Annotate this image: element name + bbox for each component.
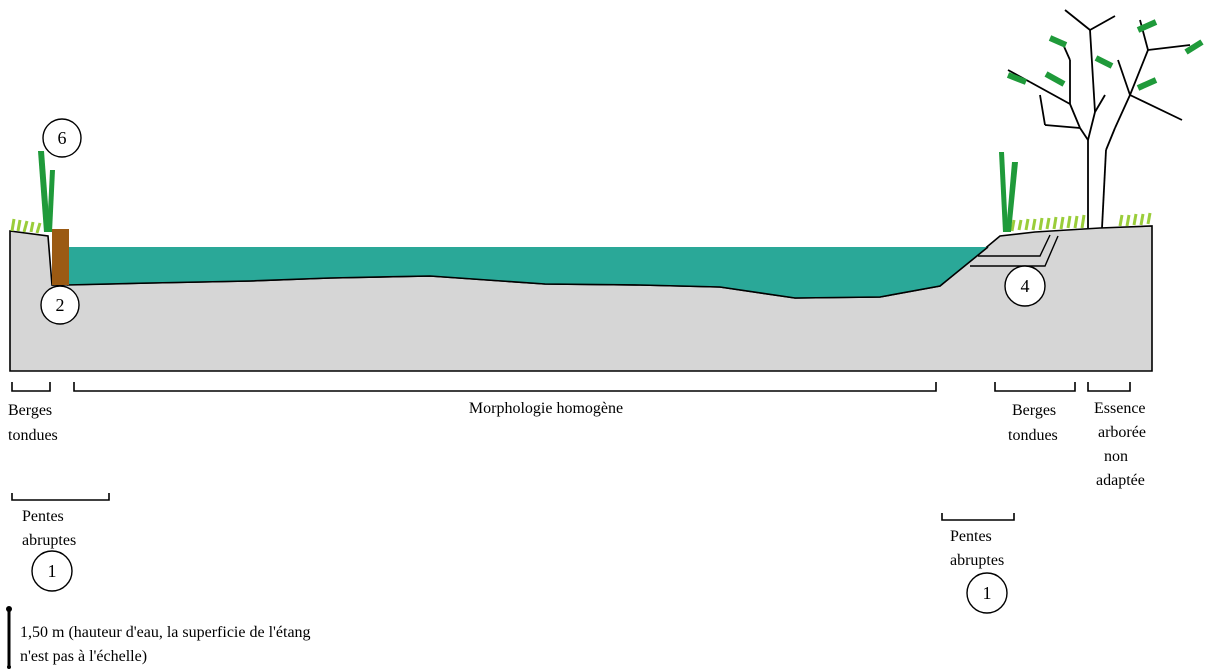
- badge-1-left: 1: [31, 550, 73, 592]
- svg-text:2: 2: [56, 295, 65, 315]
- bracket-berges-left: [11, 382, 51, 392]
- label-morphologie: Morphologie homogène: [469, 400, 623, 417]
- label-berges-tondues-left: Berges tondues: [8, 402, 58, 444]
- left-bank-grass: [10, 218, 42, 234]
- pond-bottom-line: [66, 246, 989, 299]
- svg-text:6: 6: [58, 128, 67, 148]
- right-reeds: [999, 152, 1018, 232]
- wooden-post: [52, 229, 69, 285]
- left-reeds: [38, 151, 55, 232]
- bracket-essence: [1087, 382, 1131, 392]
- bracket-pentes-left: [11, 493, 110, 501]
- label-pentes-right: Pentes abruptes: [950, 528, 1004, 569]
- bracket-morphologie: [73, 382, 937, 392]
- label-pentes-left: Pentes abruptes: [22, 508, 76, 549]
- label-scale-note: 1,50 m (hauteur d'eau, la superficie de …: [20, 624, 315, 665]
- badge-1-right: 1: [966, 572, 1008, 614]
- label-berges-tondues-right: Berges tondues: [1008, 402, 1060, 444]
- label-essence-arboree: Essence arborée non adaptée: [1094, 400, 1150, 489]
- badge-6: 6: [42, 118, 82, 158]
- badge-2: 2: [40, 285, 80, 325]
- right-bank-terrace-line-2: [970, 235, 1059, 267]
- scale-bar: [6, 606, 12, 669]
- bracket-pentes-right: [941, 513, 1015, 521]
- bracket-berges-right: [994, 382, 1076, 392]
- svg-text:4: 4: [1021, 276, 1030, 296]
- water-body: [67, 247, 988, 298]
- badge-4: 4: [1004, 265, 1046, 307]
- svg-text:1: 1: [48, 561, 57, 581]
- right-bank-grass: [1010, 212, 1152, 232]
- tree: [1007, 9, 1191, 229]
- right-bank-terrace-line: [978, 234, 1051, 257]
- tree-leaves: [1006, 19, 1204, 91]
- svg-text:1: 1: [983, 583, 992, 603]
